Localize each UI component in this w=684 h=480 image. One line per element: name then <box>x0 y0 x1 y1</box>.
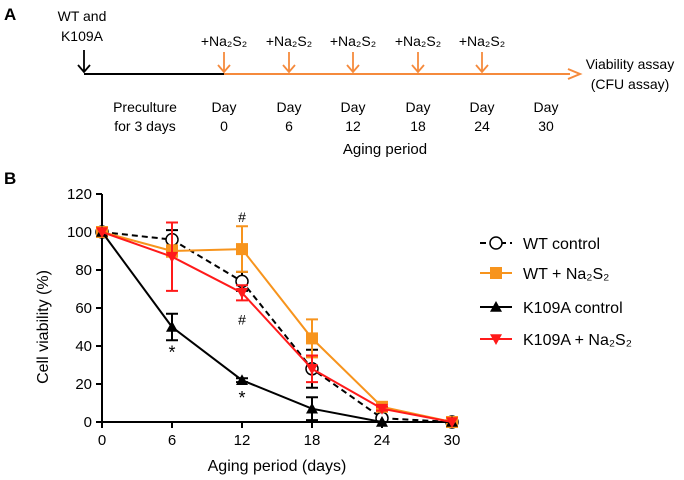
legend-item: WT control <box>480 236 600 253</box>
x-tick-label: 6 <box>168 432 176 449</box>
significance-mark: # <box>238 311 246 327</box>
treatment-arrow-icon <box>346 52 360 74</box>
x-tick-label: 18 <box>304 432 321 449</box>
legend: WT control WT + Na₂S₂ K109A control K109A +… <box>480 236 632 349</box>
legend-item: WT + Na₂S₂ <box>480 266 609 283</box>
x-tick-label: 12 <box>234 432 251 449</box>
aging-period-label: Aging period <box>343 141 427 158</box>
data-point <box>166 251 178 263</box>
treatment-label: +Na₂S₂ <box>330 33 376 49</box>
start-arrow-icon <box>77 50 91 74</box>
y-tick-label: 80 <box>75 262 92 279</box>
treatment-arrow-icon <box>475 52 489 74</box>
y-tick-label: 20 <box>75 376 92 393</box>
legend-marker <box>490 301 502 312</box>
legend-label: K109A control <box>523 300 623 317</box>
series-line <box>101 231 453 423</box>
series-k109a-control <box>96 226 458 427</box>
day-number: 0 <box>220 118 228 134</box>
data-point <box>236 288 248 299</box>
day-label: Day <box>341 99 366 115</box>
y-tick-label: 40 <box>75 338 92 355</box>
significance-mark: * <box>238 388 245 408</box>
data-point <box>376 416 388 427</box>
strain-label-line2: K109A <box>61 28 104 44</box>
y-tick-label: 0 <box>84 414 92 431</box>
series-line <box>101 231 453 423</box>
data-point <box>96 227 108 238</box>
day-label: Day <box>212 99 237 115</box>
y-tick-label: 60 <box>75 300 92 317</box>
assay-label-line2: (CFU assay) <box>591 76 670 92</box>
day-label: Day <box>534 99 559 115</box>
data-point <box>166 321 178 332</box>
strain-label-line1: WT and <box>58 8 107 24</box>
data-point <box>376 403 388 415</box>
legend-item: K109A + Na₂S₂ <box>480 332 632 349</box>
preculture-label-line2: for 3 days <box>114 118 175 134</box>
legend-label: WT control <box>523 236 600 253</box>
y-axis-label: Cell viability (%) <box>35 270 52 384</box>
day-number: 18 <box>410 118 426 134</box>
day-label: Day <box>277 99 302 115</box>
legend-label: K109A + Na₂S₂ <box>523 332 632 349</box>
treatment-label: +Na₂S₂ <box>201 33 247 49</box>
timeline: +Na₂S₂ +Na₂S₂ +Na₂S₂ +Na₂S₂ +Na₂S₂ Day 0 Day 6 Da… <box>77 33 583 134</box>
treatment-label: +Na₂S₂ <box>459 33 505 49</box>
x-tick-label: 30 <box>444 432 461 449</box>
series-k109a-na-s- <box>96 221 458 428</box>
day-number: 30 <box>538 118 554 134</box>
series-line <box>101 231 452 423</box>
legend-label: WT + Na₂S₂ <box>523 266 609 283</box>
data-point <box>446 417 458 428</box>
chart: 0 20 40 60 80 100 120 0 6 12 18 24 30 # # * * <box>67 186 460 449</box>
x-tick-label: 24 <box>374 432 391 449</box>
treatment-arrow-icon <box>411 52 425 74</box>
timeline-arrowhead <box>567 68 583 80</box>
data-point <box>236 243 248 256</box>
panel-a-label: A <box>4 5 16 24</box>
data-point <box>306 332 318 345</box>
data-point <box>306 364 318 375</box>
panel-b-label: B <box>4 169 16 188</box>
significance-mark: * <box>168 343 175 363</box>
series-wt-control <box>95 225 459 429</box>
significance-mark: # <box>238 209 246 225</box>
x-tick-label: 0 <box>98 432 106 449</box>
legend-marker <box>490 334 502 345</box>
y-tick-label: 120 <box>67 186 92 203</box>
legend-marker <box>490 267 502 279</box>
treatment-arrow-icon <box>282 52 296 74</box>
assay-label-line1: Viability assay <box>586 56 674 72</box>
treatment-label: +Na₂S₂ <box>395 33 441 49</box>
x-axis-label: Aging period (days) <box>208 458 347 475</box>
preculture-label-line1: Preculture <box>113 99 177 115</box>
legend-item: K109A control <box>480 300 623 317</box>
series-line <box>101 231 453 423</box>
series-wt-na-s- <box>96 225 458 428</box>
day-number: 6 <box>285 118 293 134</box>
treatment-label: +Na₂S₂ <box>266 33 312 49</box>
legend-marker <box>489 236 503 250</box>
day-label: Day <box>470 99 495 115</box>
day-number: 24 <box>474 118 490 134</box>
data-point <box>236 374 248 385</box>
y-tick-label: 100 <box>67 224 92 241</box>
treatment-arrow-icon <box>217 52 231 74</box>
day-label: Day <box>406 99 431 115</box>
data-point <box>306 402 318 414</box>
day-number: 12 <box>345 118 361 134</box>
